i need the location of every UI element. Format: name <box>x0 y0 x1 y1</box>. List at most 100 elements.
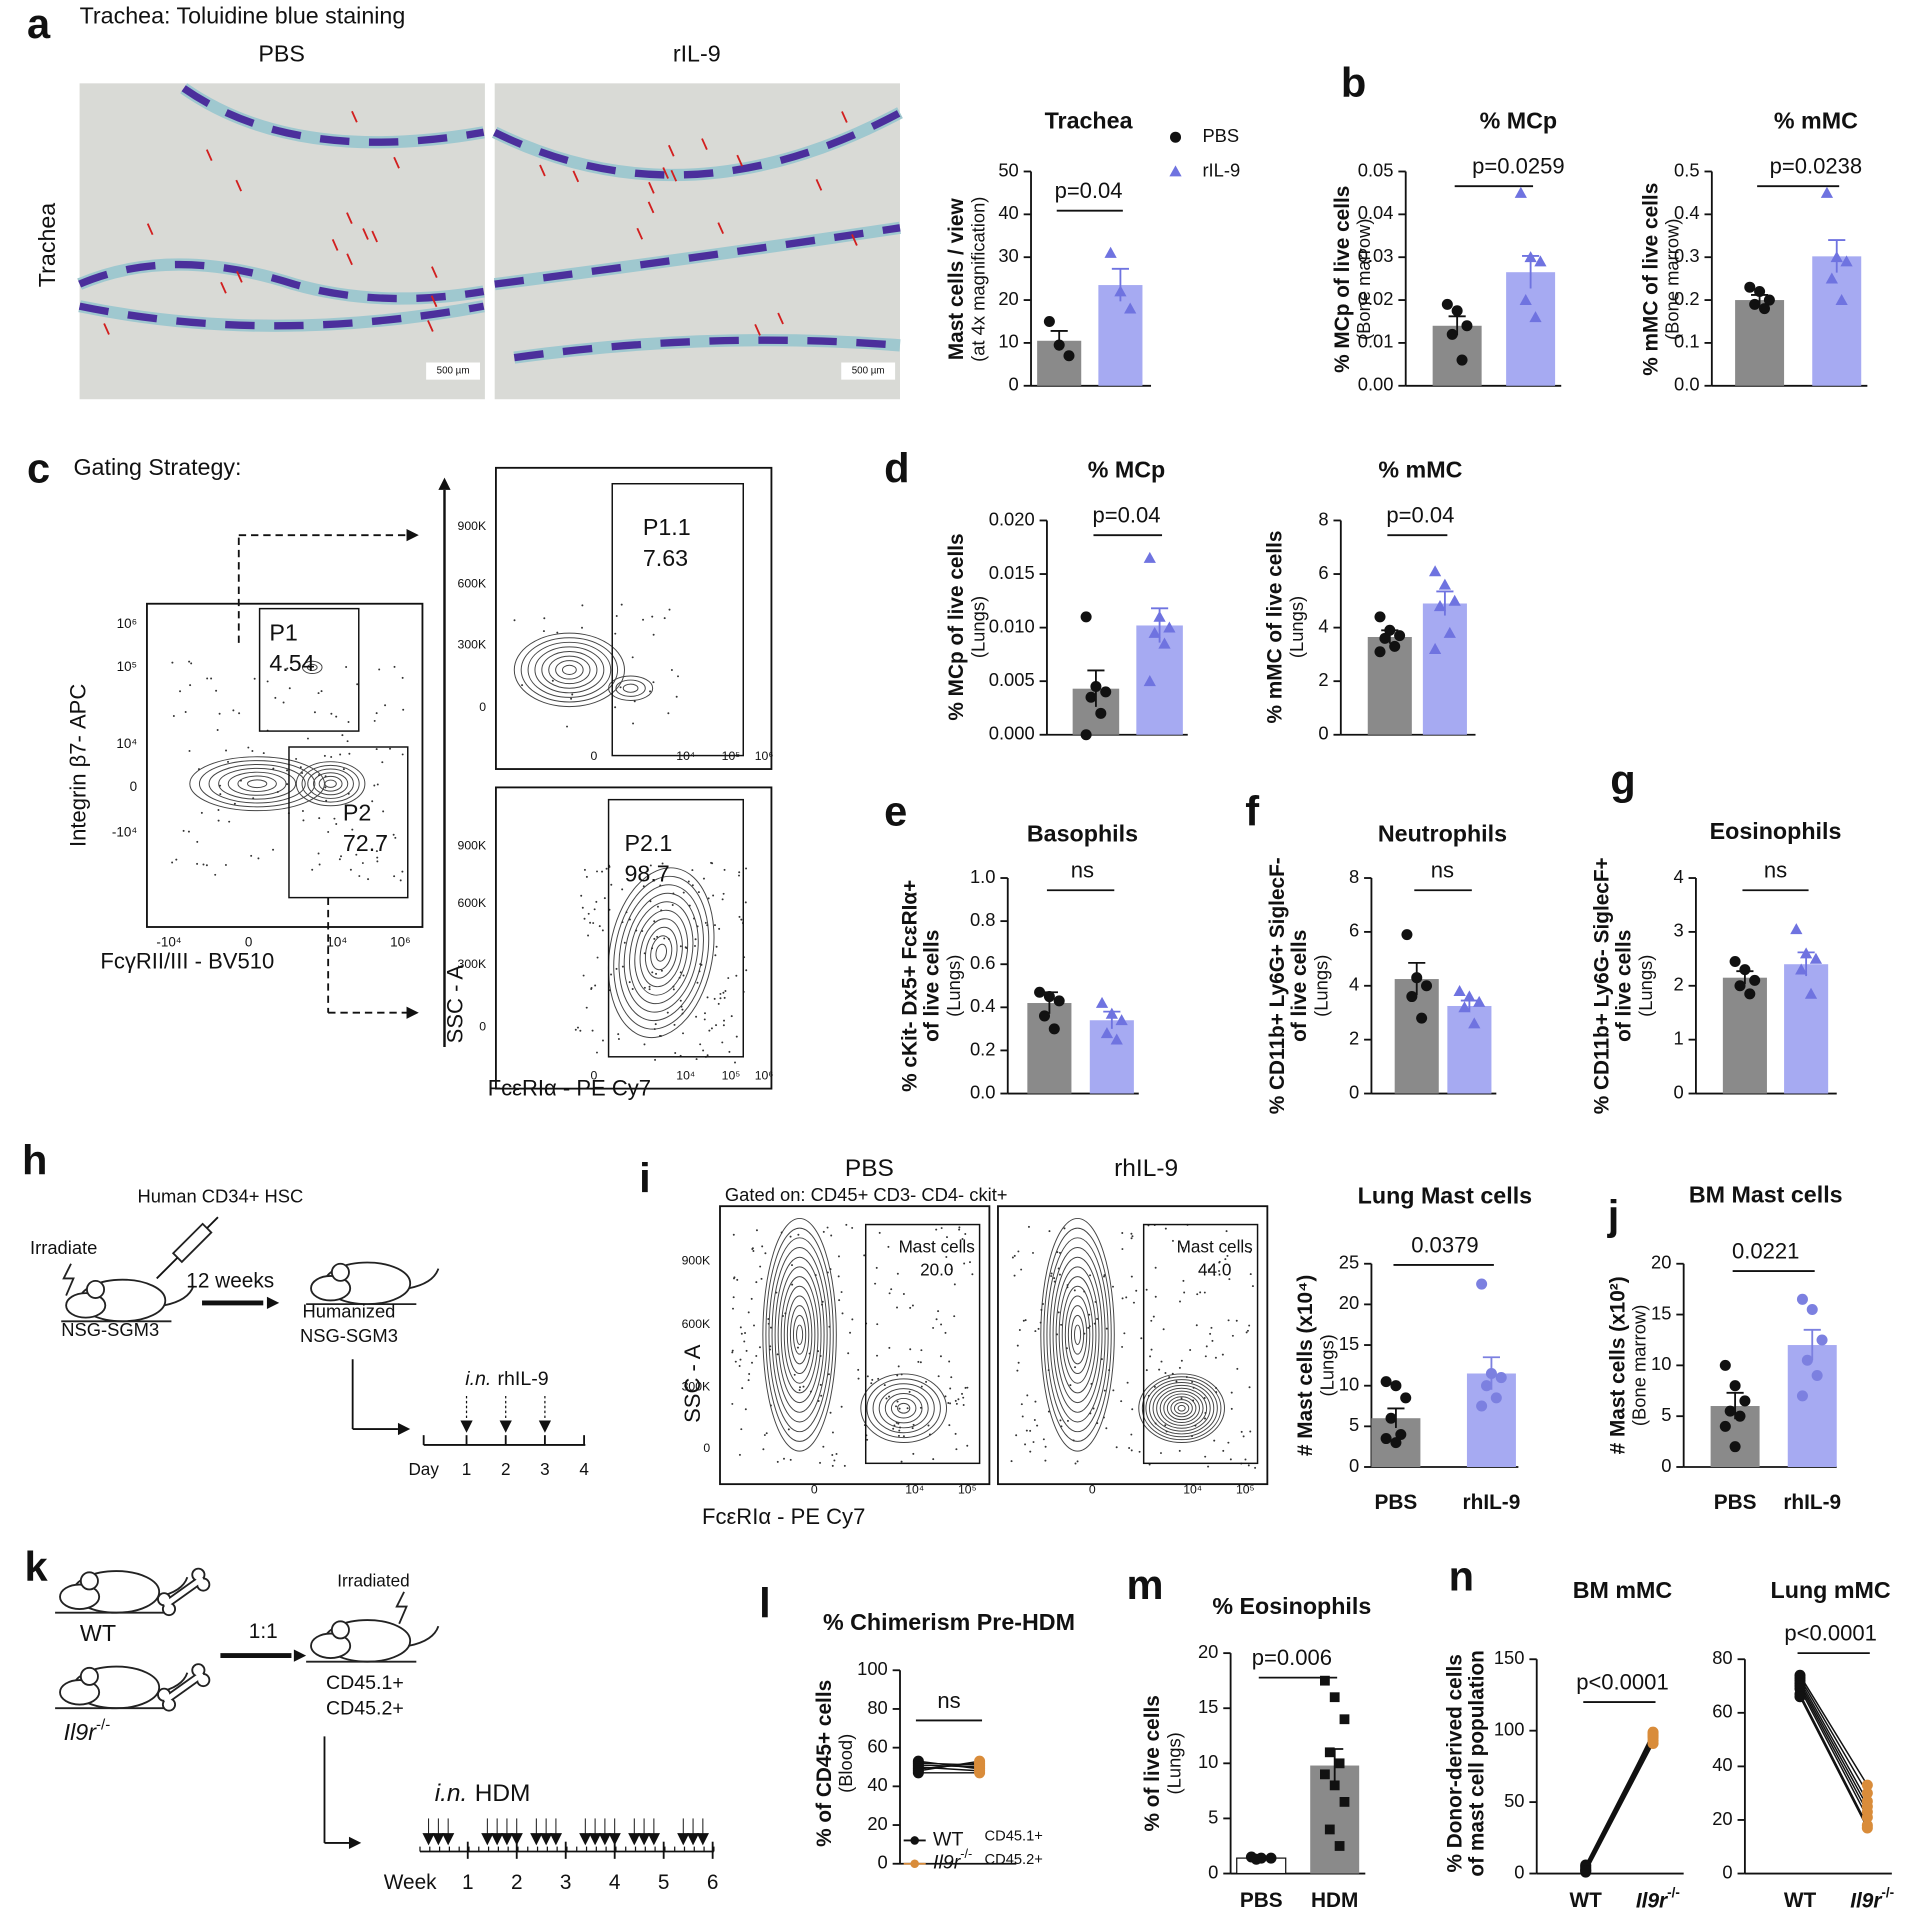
event-dot <box>1058 1273 1061 1276</box>
data-point <box>1796 1390 1808 1402</box>
bar <box>1422 603 1467 735</box>
event-dot <box>652 633 655 636</box>
chart-title: % mMC <box>1378 457 1462 483</box>
data-point <box>1754 285 1766 297</box>
contour <box>796 1324 804 1345</box>
flow-tick-label: 0 <box>590 749 597 763</box>
data-point <box>1495 1372 1507 1384</box>
event-dot <box>330 755 333 758</box>
y-tick-label: 0.1 <box>1674 331 1700 352</box>
event-dot <box>694 944 696 947</box>
event-dot <box>1215 1391 1218 1394</box>
contour <box>1040 1217 1115 1452</box>
event-dot <box>691 869 694 872</box>
scale-bar-label: 500 µm <box>852 366 885 377</box>
flow-frame <box>719 1205 991 1486</box>
y-tick-label: 10 <box>1651 1353 1671 1374</box>
event-dot <box>1204 1355 1207 1358</box>
event-dot <box>820 1394 823 1397</box>
event-dot <box>301 771 304 774</box>
event-dot <box>371 800 374 803</box>
data-point <box>1758 303 1770 315</box>
gating-label: Gated on: CD45+ CD3- CD4- ckit+ <box>725 1184 1008 1205</box>
panel-label: g <box>1610 757 1635 804</box>
event-dot <box>1185 1375 1188 1378</box>
legend-marker <box>910 1859 919 1869</box>
y-tick-label: 2 <box>1673 974 1683 995</box>
event-dot <box>871 1378 874 1381</box>
event-dot <box>521 684 524 687</box>
arrow-head <box>481 1833 494 1846</box>
event-dot <box>745 969 748 972</box>
event-dot <box>849 1331 852 1334</box>
data-point <box>1104 246 1117 258</box>
y-tick-label: 15 <box>1339 1333 1359 1354</box>
event-dot <box>896 1272 899 1275</box>
event-dot <box>1102 1416 1105 1419</box>
event-dot <box>1063 1227 1066 1230</box>
flow-tick-label: 0 <box>479 1020 486 1034</box>
diagram-label: CD45.1+ <box>326 1672 404 1694</box>
event-dot <box>295 757 298 760</box>
event-dot <box>288 687 291 690</box>
event-dot <box>1105 1427 1108 1430</box>
event-dot <box>1044 1459 1047 1462</box>
event-dot <box>776 1353 779 1356</box>
data-point <box>1265 1852 1277 1864</box>
arrow-head <box>432 1833 445 1846</box>
event-dot <box>1121 1248 1124 1251</box>
pair-line <box>1799 1688 1868 1818</box>
event-dot <box>829 1268 832 1271</box>
data-point <box>1744 281 1756 293</box>
event-dot <box>1013 1274 1016 1277</box>
pair-line <box>1585 1731 1654 1871</box>
event-dot <box>188 749 191 752</box>
data-point <box>1100 686 1112 698</box>
event-dot <box>1088 1313 1091 1316</box>
event-dot <box>870 1382 873 1385</box>
scale-bar-box <box>426 362 480 380</box>
arrow-head <box>677 1833 690 1846</box>
data-point <box>1739 964 1751 976</box>
event-dot <box>962 1403 965 1406</box>
mouse-head <box>65 1292 107 1319</box>
event-dot <box>579 1029 582 1032</box>
data-point <box>1806 1303 1818 1315</box>
event-dot <box>875 1266 878 1269</box>
event-dot <box>1029 1429 1032 1432</box>
event-dot <box>356 683 359 686</box>
event-dot <box>1229 1458 1232 1461</box>
event-dot <box>1210 1326 1213 1329</box>
data-point <box>1861 1787 1873 1799</box>
flow-tick-label: 10⁵ <box>117 659 138 674</box>
event-dot <box>920 1349 923 1352</box>
flow-tick-label: 0 <box>479 700 486 714</box>
event-dot <box>1227 1319 1230 1322</box>
data-point <box>1339 1797 1350 1807</box>
bar <box>1136 625 1183 735</box>
y-tick-label: 4 <box>1673 866 1683 887</box>
contour <box>295 761 366 807</box>
y-tick-label: 0.4 <box>970 995 996 1016</box>
event-dot <box>751 1361 753 1364</box>
event-dot <box>763 1434 766 1437</box>
event-dot <box>1013 1254 1016 1257</box>
y-tick-label: 6 <box>1318 562 1328 583</box>
gate <box>288 746 409 899</box>
flow-tick-label: 0 <box>130 779 137 794</box>
legend-label: PBS <box>1202 125 1239 146</box>
stained-cells <box>181 85 485 146</box>
event-dot <box>876 1323 879 1326</box>
event-dot <box>764 1252 767 1255</box>
data-point <box>1153 610 1166 622</box>
event-dot <box>614 632 617 635</box>
gate-value: 4.54 <box>269 650 314 676</box>
panel-label: f <box>1245 787 1259 834</box>
event-dot <box>708 1029 711 1032</box>
event-dot <box>219 793 222 796</box>
y-axis-label: (Bone marrow) <box>1662 219 1683 340</box>
arrow-head <box>406 1006 419 1019</box>
event-dot <box>590 988 593 990</box>
y-tick-label: 0 <box>1514 1861 1524 1882</box>
event-dot <box>935 1318 938 1321</box>
